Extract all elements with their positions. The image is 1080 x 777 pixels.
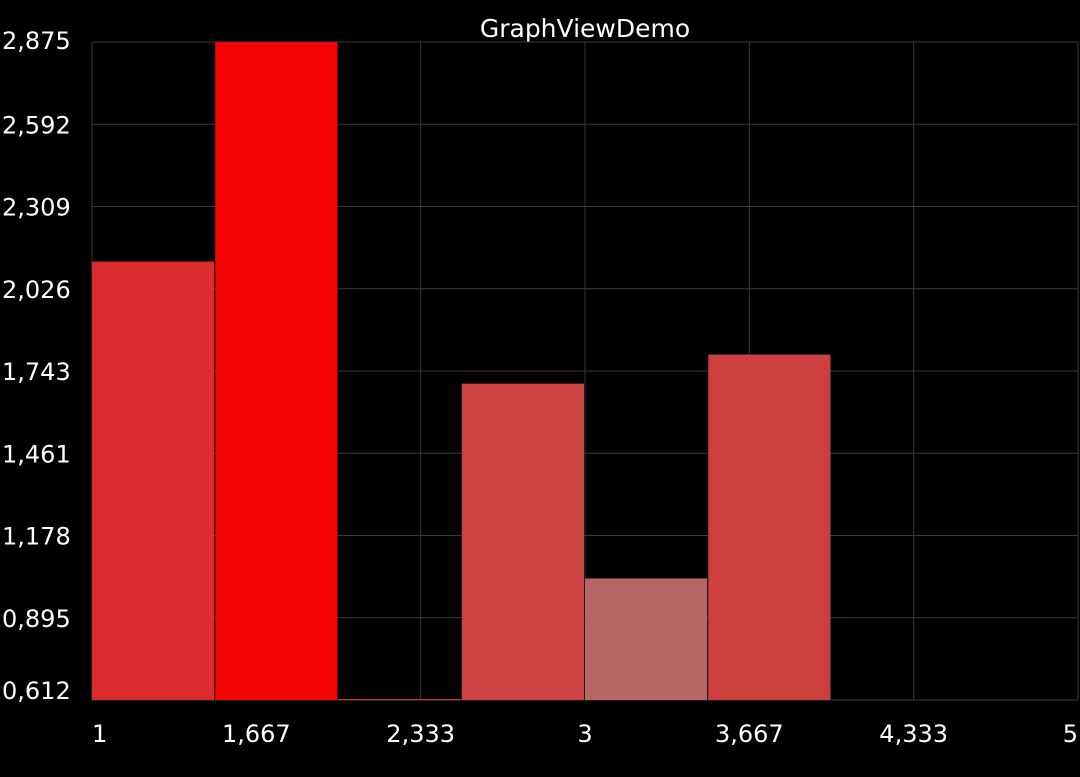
x-tick-label: 1 xyxy=(92,720,107,748)
x-tick-label: 3 xyxy=(577,720,592,748)
y-tick-label: 1,178 xyxy=(2,523,71,551)
bar-4 xyxy=(462,384,584,700)
x-tick-label: 3,667 xyxy=(715,720,784,748)
bar-1 xyxy=(92,262,214,700)
x-tick-label: 1,667 xyxy=(222,720,291,748)
y-tick-label: 2,309 xyxy=(2,194,71,222)
y-axis-ticks: 2,875 2,592 2,309 2,026 1,743 1,461 1,178 0,895… xyxy=(2,27,71,705)
bar-6 xyxy=(708,355,830,700)
y-tick-label: 0,895 xyxy=(2,605,71,633)
y-tick-label: 1,743 xyxy=(2,358,71,386)
chart-title: GraphViewDemo xyxy=(480,14,690,43)
x-tick-label: 4,333 xyxy=(879,720,948,748)
y-tick-label: 2,875 xyxy=(2,27,71,55)
bar-5 xyxy=(585,578,707,700)
y-tick-label: 0,612 xyxy=(2,677,71,705)
x-tick-label: 2,333 xyxy=(386,720,455,748)
x-axis-ticks: 1 1,667 2,333 3 3,667 4,333 5 xyxy=(92,720,1078,748)
bar-3 xyxy=(339,699,461,700)
y-tick-label: 1,461 xyxy=(2,440,71,468)
x-tick-label: 5 xyxy=(1063,720,1078,748)
y-tick-label: 2,592 xyxy=(2,111,71,139)
y-tick-label: 2,026 xyxy=(2,276,71,304)
bar-2 xyxy=(215,42,337,700)
